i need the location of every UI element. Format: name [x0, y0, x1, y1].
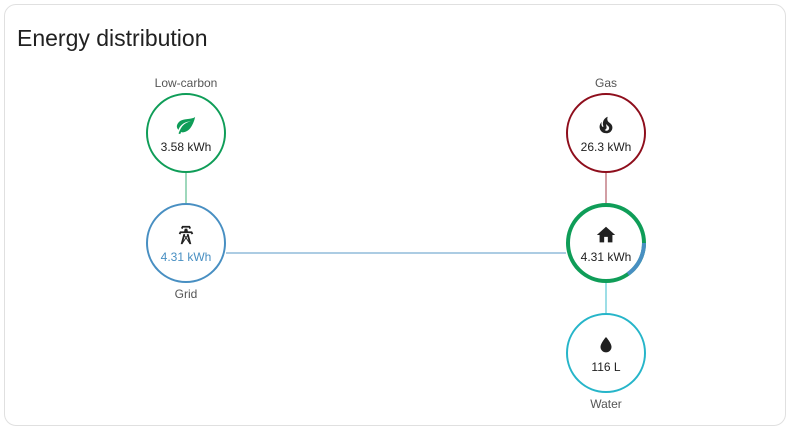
home-value: 4.31 kWh [580, 249, 632, 264]
leaf-icon [174, 113, 198, 137]
gas-value: 26.3 kWh [580, 139, 632, 154]
low-carbon-value: 3.58 kWh [160, 139, 212, 154]
water-node[interactable]: 116 L [566, 313, 646, 393]
water-label: Water [590, 397, 622, 411]
home-node[interactable]: 4.31 kWh [566, 203, 646, 283]
grid-node[interactable]: 4.31 kWh [146, 203, 226, 283]
fire-icon [594, 113, 618, 137]
water-drop-icon [594, 333, 618, 357]
grid-label: Grid [174, 287, 198, 301]
gas-label: Gas [594, 76, 617, 90]
card-title: Energy distribution [17, 25, 208, 51]
grid-value: 4.31 kWh [160, 249, 212, 264]
energy-distribution-card [4, 4, 786, 426]
home-ring [566, 203, 646, 283]
low-carbon-node[interactable]: 3.58 kWh [146, 93, 226, 173]
transmission-tower-icon [174, 223, 198, 247]
water-value: 116 L [591, 359, 621, 374]
home-icon [594, 223, 618, 247]
low-carbon-label: Low-carbon [154, 76, 218, 90]
gas-node[interactable]: 26.3 kWh [566, 93, 646, 173]
